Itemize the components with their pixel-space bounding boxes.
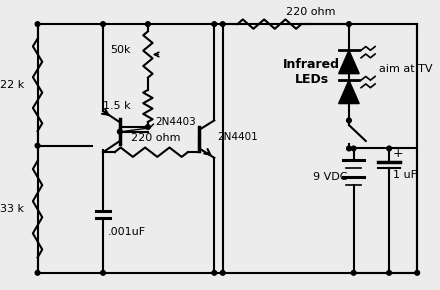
Circle shape [101, 22, 105, 26]
Text: aim at TV: aim at TV [379, 64, 433, 75]
Text: 33 k: 33 k [0, 204, 25, 214]
Text: +: + [393, 147, 403, 160]
Circle shape [212, 271, 216, 275]
Circle shape [35, 22, 40, 26]
Circle shape [35, 271, 40, 275]
Polygon shape [339, 50, 359, 74]
Circle shape [347, 22, 351, 26]
Text: 22 k: 22 k [0, 80, 25, 90]
Text: .001uF: .001uF [108, 227, 146, 238]
Circle shape [117, 129, 122, 134]
Text: 220 ohm: 220 ohm [286, 7, 336, 17]
Circle shape [146, 125, 150, 129]
Circle shape [387, 271, 392, 275]
Text: Infrared
LEDs: Infrared LEDs [283, 58, 340, 86]
Circle shape [415, 271, 419, 275]
Circle shape [220, 271, 225, 275]
Circle shape [212, 22, 216, 26]
Circle shape [220, 22, 225, 26]
Text: 2N4403: 2N4403 [155, 117, 196, 127]
Circle shape [387, 146, 392, 151]
Text: 1 uF: 1 uF [393, 170, 417, 180]
Circle shape [347, 146, 351, 151]
Text: 220 ohm: 220 ohm [131, 133, 180, 143]
Text: 50k: 50k [110, 45, 131, 55]
Circle shape [351, 146, 356, 151]
Circle shape [351, 271, 356, 275]
Circle shape [35, 143, 40, 148]
Circle shape [347, 118, 351, 123]
Circle shape [146, 22, 150, 26]
Polygon shape [339, 80, 359, 104]
Text: 2N4401: 2N4401 [217, 132, 258, 142]
Circle shape [101, 271, 105, 275]
Text: 1.5 k: 1.5 k [103, 101, 131, 111]
Text: 9 VDC: 9 VDC [313, 171, 348, 182]
